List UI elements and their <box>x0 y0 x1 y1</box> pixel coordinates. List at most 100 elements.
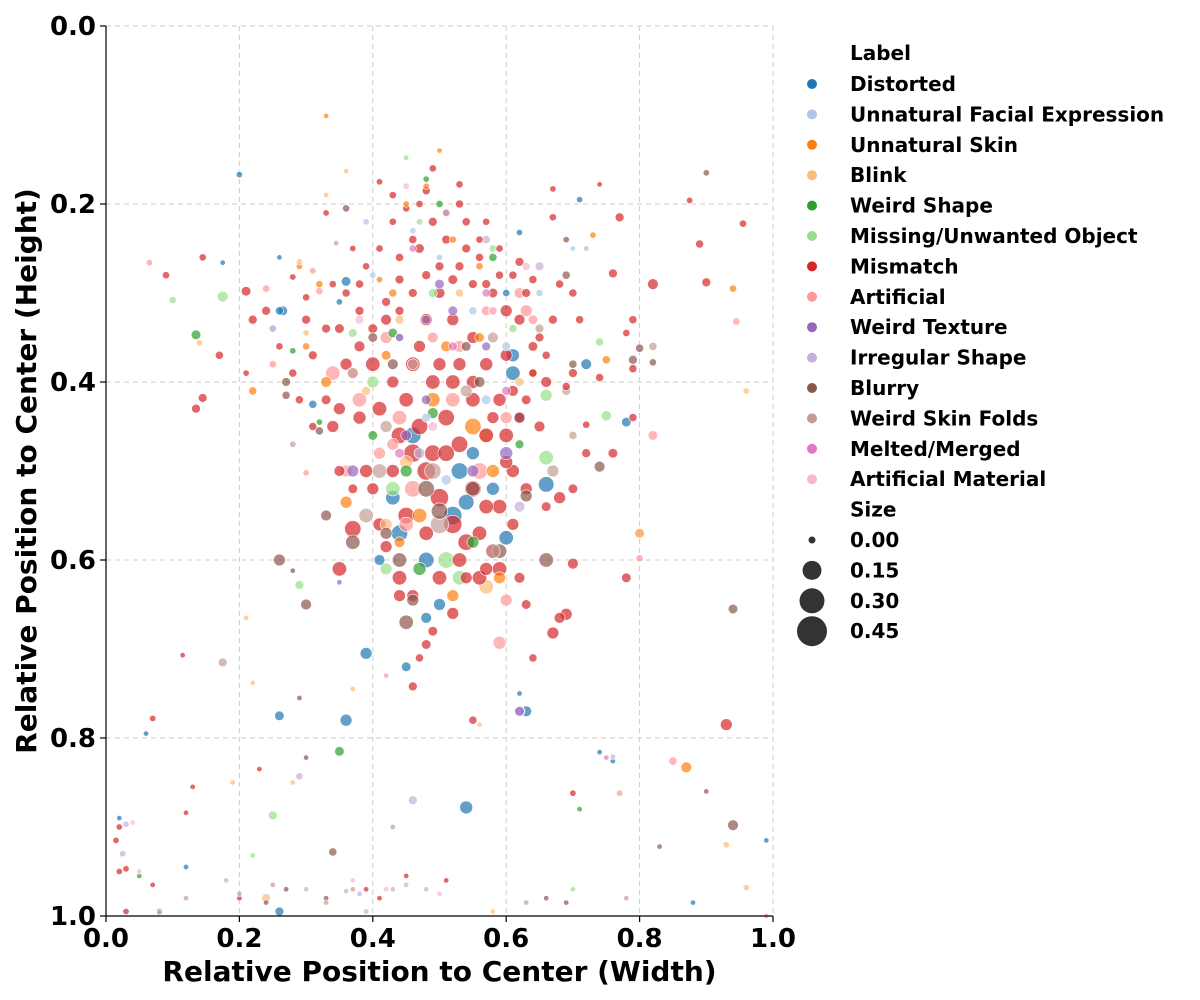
data-points <box>112 112 770 919</box>
data-point <box>501 341 511 352</box>
data-point <box>489 908 496 915</box>
data-point <box>323 192 330 199</box>
data-point <box>466 446 480 461</box>
data-point <box>268 810 278 821</box>
data-point <box>411 507 427 523</box>
legend-size-heading: Size <box>850 498 896 522</box>
data-point <box>275 342 284 351</box>
data-point <box>443 877 450 884</box>
y-tick-label: 0.6 <box>50 546 96 576</box>
data-point <box>648 358 657 367</box>
data-point <box>635 554 644 563</box>
y-ticks: 0.0 0.2 0.4 0.6 0.8 1.0 <box>50 12 106 932</box>
data-point <box>647 430 659 441</box>
legend-marker <box>807 79 817 89</box>
data-point <box>315 280 324 289</box>
legend-item-label: Artificial Material <box>850 467 1046 491</box>
data-point <box>389 823 396 830</box>
data-point <box>482 217 491 226</box>
data-point <box>461 243 471 254</box>
data-point <box>548 314 558 325</box>
data-point <box>450 435 468 453</box>
data-point <box>686 196 694 204</box>
data-point <box>349 877 356 884</box>
data-point <box>249 852 256 859</box>
data-point <box>349 685 356 692</box>
data-point <box>498 427 514 443</box>
legend-size-marker <box>808 536 816 544</box>
data-point <box>445 392 461 408</box>
data-point <box>273 553 286 567</box>
data-point <box>359 647 373 660</box>
data-point <box>739 219 747 228</box>
data-point <box>689 899 696 906</box>
data-point <box>391 552 407 568</box>
data-point <box>119 850 127 858</box>
legend-marker <box>807 170 817 181</box>
data-point <box>468 306 478 316</box>
data-point <box>289 779 296 786</box>
data-point <box>379 562 393 576</box>
legend-size-label: 0.00 <box>850 528 899 552</box>
data-point <box>568 368 578 378</box>
data-point <box>499 593 513 607</box>
legend-item-label: Weird Shape <box>850 194 993 218</box>
data-point <box>241 286 252 297</box>
legend-item-label: Blink <box>850 163 907 187</box>
data-point <box>333 402 346 415</box>
data-point <box>371 401 387 417</box>
data-point <box>502 289 511 297</box>
data-point <box>367 323 378 334</box>
data-point <box>447 274 458 285</box>
data-point <box>534 332 545 343</box>
data-point <box>289 273 297 281</box>
data-point <box>562 236 570 244</box>
data-point <box>248 386 258 396</box>
data-point <box>409 227 417 235</box>
data-point <box>445 374 461 390</box>
data-point <box>487 331 499 344</box>
data-point <box>347 367 359 379</box>
legend-size-label: 0.45 <box>850 619 899 643</box>
data-point <box>325 365 341 381</box>
data-point <box>421 639 432 650</box>
data-point <box>385 464 400 478</box>
data-point <box>333 240 340 247</box>
data-point <box>223 877 230 884</box>
data-point <box>701 277 712 288</box>
data-point <box>394 314 405 325</box>
data-point <box>356 890 363 897</box>
data-point <box>567 557 579 570</box>
data-point <box>668 756 678 766</box>
data-point <box>481 394 492 405</box>
data-point <box>486 481 500 496</box>
data-point <box>488 306 498 316</box>
legend-item-label: Weird Skin Folds <box>850 406 1038 430</box>
data-point <box>308 399 318 409</box>
data-point <box>415 653 424 663</box>
data-point <box>427 331 439 344</box>
data-point <box>481 341 491 352</box>
data-point <box>112 836 120 844</box>
data-point <box>403 881 410 888</box>
data-point <box>468 279 478 289</box>
data-point <box>437 409 455 427</box>
data-point <box>459 571 473 585</box>
data-point <box>628 315 638 325</box>
data-point <box>421 394 432 405</box>
data-point <box>422 182 430 190</box>
data-point <box>446 607 460 620</box>
data-point <box>339 357 353 371</box>
data-point <box>289 347 297 355</box>
data-point <box>380 314 392 326</box>
data-point <box>488 244 497 253</box>
data-point <box>434 279 445 290</box>
data-point <box>323 899 330 906</box>
data-point <box>486 464 500 478</box>
data-point <box>481 279 491 289</box>
data-point <box>367 430 378 441</box>
data-point <box>501 386 511 396</box>
data-point <box>328 847 338 857</box>
data-point <box>455 180 464 189</box>
data-point <box>527 341 539 352</box>
